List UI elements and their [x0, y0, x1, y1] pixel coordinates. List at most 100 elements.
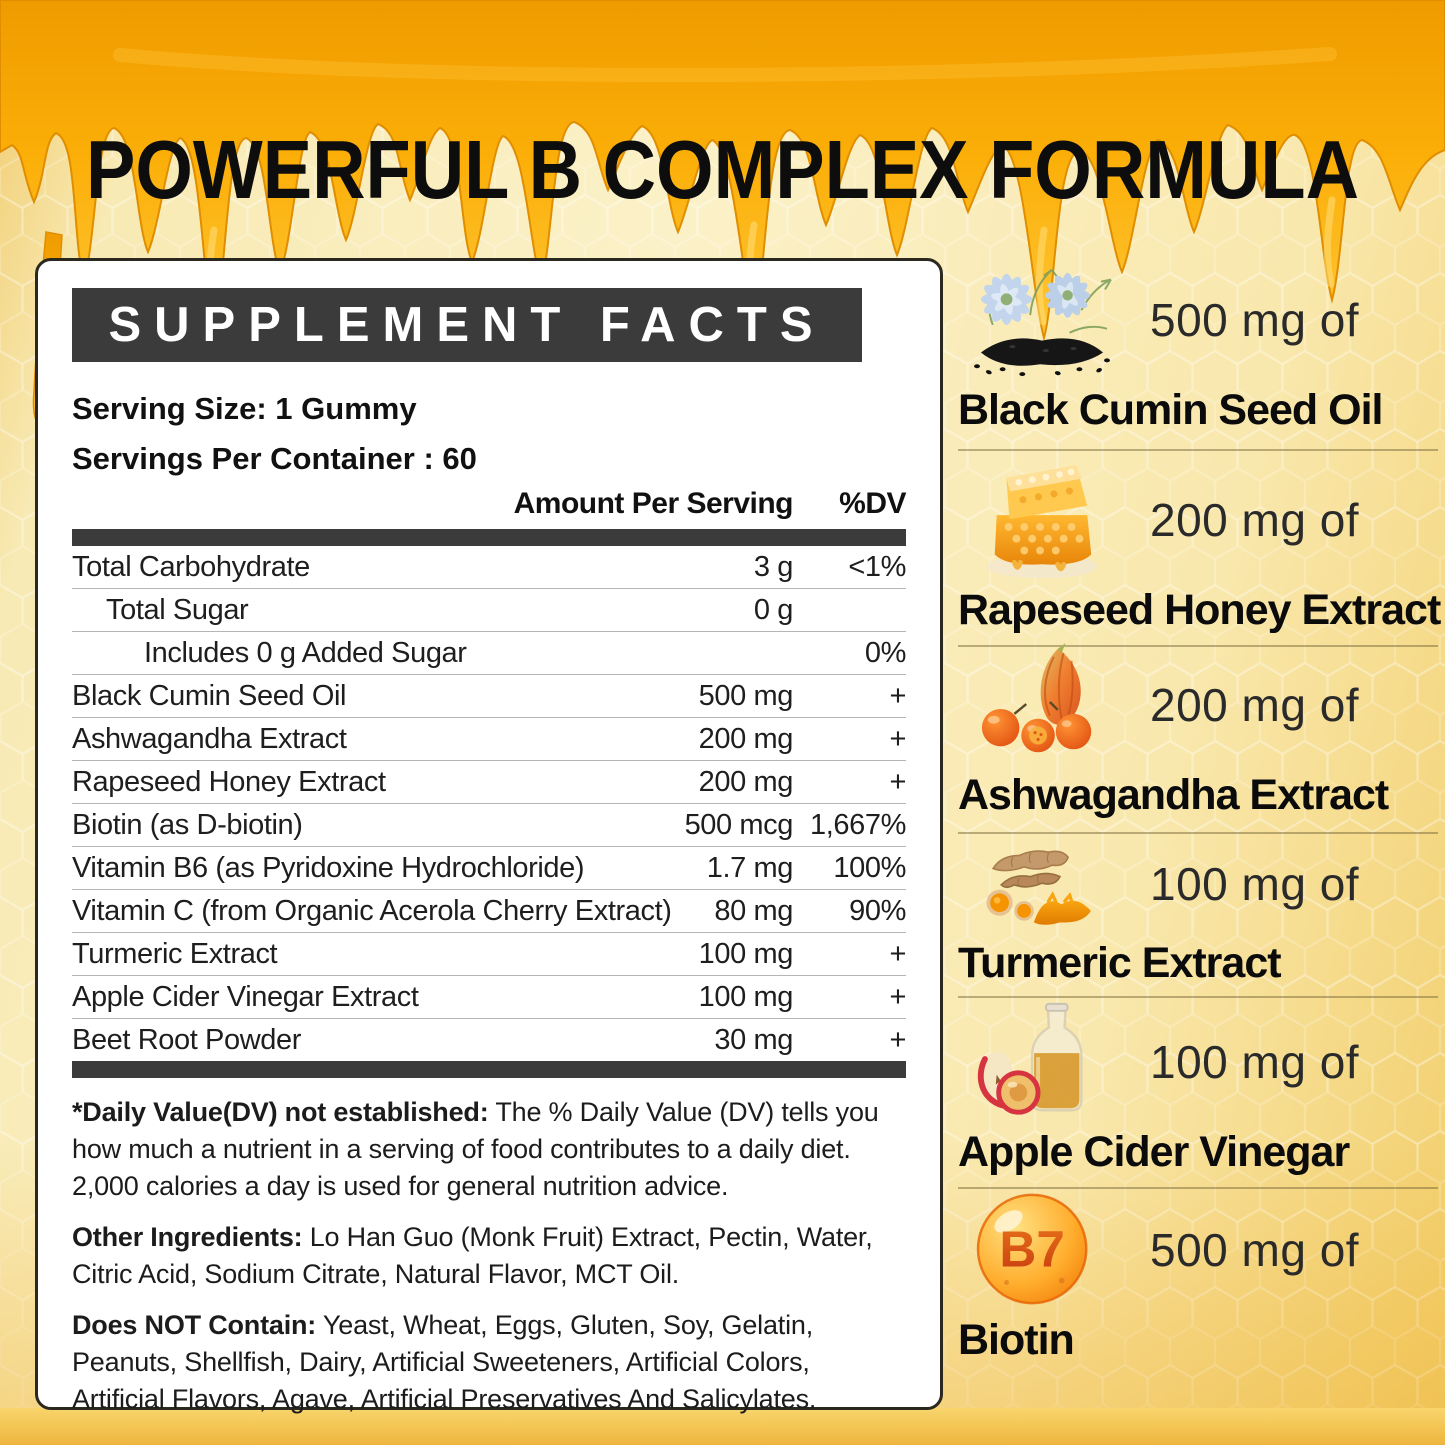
- footnote-text: Lo Han Guo (Monk Fruit) Extract, Pectin,…: [72, 1222, 873, 1289]
- row-amount: 200 mg: [698, 766, 794, 798]
- row-amount: 80 mg: [714, 895, 793, 927]
- divider: [958, 996, 1438, 998]
- footnote-other-ingredients: Other Ingredients: Lo Han Guo (Monk Frui…: [72, 1219, 906, 1293]
- row-dv: +: [889, 723, 906, 755]
- row-amount: 100 mg: [698, 938, 794, 970]
- row-amount: 500 mcg: [684, 809, 794, 841]
- row-dv: +: [889, 1024, 906, 1056]
- row-name: Ashwagandha Extract: [72, 723, 347, 755]
- ingredient-name: Turmeric Extract: [958, 939, 1282, 987]
- row-dv: 1,667%: [810, 809, 906, 841]
- facts-footnotes: *Daily Value(DV) not established: The % …: [72, 1094, 906, 1418]
- row-name: Total Sugar: [106, 594, 249, 626]
- ingredient-turmeric: 100 mg of Turmeric Extract: [958, 831, 1438, 998]
- col-amount-per-serving: Amount Per Serving: [513, 487, 794, 520]
- ingredient-name: Biotin: [958, 1316, 1075, 1364]
- table-row: Black Cumin Seed Oil 500 mg +: [72, 675, 906, 718]
- row-name: Turmeric Extract: [72, 938, 278, 970]
- table-row: Ashwagandha Extract 200 mg +: [72, 718, 906, 761]
- ingredient-apple-cider-vinegar: 100 mg of Apple Cider Vinegar: [958, 998, 1438, 1189]
- b7-badge-text: B7: [999, 1221, 1064, 1278]
- ingredients-column: 500 mg of Black Cumin Seed Oil: [958, 256, 1441, 1416]
- divider: [958, 1187, 1438, 1189]
- apple-cider-vinegar-icon: [958, 998, 1126, 1126]
- row-amount: 3 g: [753, 551, 794, 583]
- table-row: Includes 0 g Added Sugar 0%: [72, 632, 906, 675]
- row-name: Apple Cider Vinegar Extract: [72, 981, 419, 1013]
- ingredient-amount: 100 mg of: [1150, 1036, 1360, 1088]
- row-name: Includes 0 g Added Sugar: [144, 637, 467, 669]
- row-dv: +: [889, 680, 906, 712]
- row-dv: 0%: [864, 637, 907, 669]
- facts-table: Total Carbohydrate 3 g <1% Total Sugar 0…: [72, 546, 906, 1061]
- ingredient-amount: 500 mg of: [1150, 294, 1360, 346]
- table-row: Rapeseed Honey Extract 200 mg +: [72, 761, 906, 804]
- table-row: Apple Cider Vinegar Extract 100 mg +: [72, 976, 906, 1019]
- ingredient-amount: 200 mg of: [1150, 679, 1360, 731]
- row-name: Black Cumin Seed Oil: [72, 680, 347, 712]
- ingredient-name: Apple Cider Vinegar: [958, 1128, 1350, 1176]
- serving-size: Serving Size: 1 Gummy: [72, 391, 417, 426]
- row-name: Vitamin C (from Organic Acerola Cherry E…: [72, 895, 672, 927]
- ingredient-name: Ashwagandha Extract: [958, 771, 1389, 819]
- facts-header: SUPPLEMENT FACTS: [72, 288, 862, 362]
- divider: [958, 645, 1438, 647]
- black-cumin-icon: [958, 256, 1126, 384]
- row-amount: 30 mg: [714, 1024, 793, 1056]
- table-row: Total Carbohydrate 3 g <1%: [72, 546, 906, 589]
- table-row: Vitamin B6 (as Pyridoxine Hydrochloride)…: [72, 847, 906, 890]
- honeycomb-icon: [958, 456, 1126, 584]
- bottom-gold-band: [0, 1408, 1445, 1445]
- ingredient-amount: 200 mg of: [1150, 494, 1360, 546]
- serving-info: Serving Size: 1 Gummy Servings Per Conta…: [72, 384, 906, 484]
- table-row: Total Sugar 0 g: [72, 589, 906, 632]
- ingredient-biotin: B7 500 mg of Biotin: [958, 1186, 1438, 1416]
- row-name: Beet Root Powder: [72, 1024, 301, 1056]
- divider: [958, 449, 1438, 451]
- footnote-daily-value: *Daily Value(DV) not established: The % …: [72, 1094, 906, 1205]
- row-dv: 100%: [833, 852, 906, 884]
- footnote-text: Yeast, Wheat, Eggs, Gluten, Soy, Gelatin…: [72, 1310, 817, 1414]
- row-amount: 500 mg: [698, 680, 794, 712]
- row-name: Vitamin B6 (as Pyridoxine Hydrochloride): [72, 852, 585, 884]
- table-row: Beet Root Powder 30 mg +: [72, 1019, 906, 1061]
- row-amount: 100 mg: [698, 981, 794, 1013]
- ingredient-rapeseed-honey: 200 mg of Rapeseed Honey Extract: [958, 456, 1441, 647]
- footnote-text: The % Daily Value (DV) tells you how muc…: [72, 1097, 879, 1201]
- row-dv: 90%: [849, 895, 906, 927]
- supplement-facts-panel: SUPPLEMENT FACTS Serving Size: 1 Gummy S…: [35, 258, 943, 1414]
- ingredient-amount: 100 mg of: [1150, 858, 1360, 910]
- footnote-lead: Other Ingredients:: [72, 1222, 303, 1252]
- ingredient-black-cumin: 500 mg of Black Cumin Seed Oil: [958, 256, 1438, 456]
- ingredient-name: Black Cumin Seed Oil: [958, 386, 1383, 434]
- row-name: Rapeseed Honey Extract: [72, 766, 386, 798]
- row-dv: +: [889, 938, 906, 970]
- divider: [958, 832, 1438, 834]
- footnote-does-not-contain: Does NOT Contain: Yeast, Wheat, Eggs, Gl…: [72, 1307, 906, 1418]
- row-dv: +: [889, 766, 906, 798]
- ashwagandha-icon: [958, 641, 1126, 769]
- ingredient-ashwagandha: 200 mg of Ashwagandha Extract: [958, 641, 1438, 834]
- row-amount: 1.7 mg: [706, 852, 794, 884]
- table-row: Biotin (as D-biotin) 500 mcg 1,667%: [72, 804, 906, 847]
- ingredient-name: Rapeseed Honey Extract: [958, 586, 1441, 634]
- footnote-lead: *Daily Value(DV) not established:: [72, 1097, 489, 1127]
- page-title: POWERFUL B COMPLEX FORMULA: [85, 123, 1360, 217]
- row-dv: <1%: [848, 551, 906, 583]
- servings-per-container: Servings Per Container : 60: [72, 441, 477, 476]
- turmeric-icon: [958, 831, 1126, 937]
- ingredient-amount: 500 mg of: [1150, 1224, 1360, 1276]
- col-dv: %DV: [839, 487, 906, 520]
- row-name: Total Carbohydrate: [72, 551, 310, 583]
- row-amount: 200 mg: [698, 723, 794, 755]
- divider-bar-top: [72, 529, 906, 546]
- table-row: Turmeric Extract 100 mg +: [72, 933, 906, 976]
- biotin-b7-icon: B7: [958, 1186, 1126, 1314]
- row-amount: 0 g: [753, 594, 794, 626]
- facts-column-headers: Amount Per Serving %DV: [72, 486, 907, 522]
- footnote-lead: Does NOT Contain:: [72, 1310, 317, 1340]
- table-row: Vitamin C (from Organic Acerola Cherry E…: [72, 890, 906, 933]
- row-name: Biotin (as D-biotin): [72, 809, 303, 841]
- row-dv: +: [889, 981, 906, 1013]
